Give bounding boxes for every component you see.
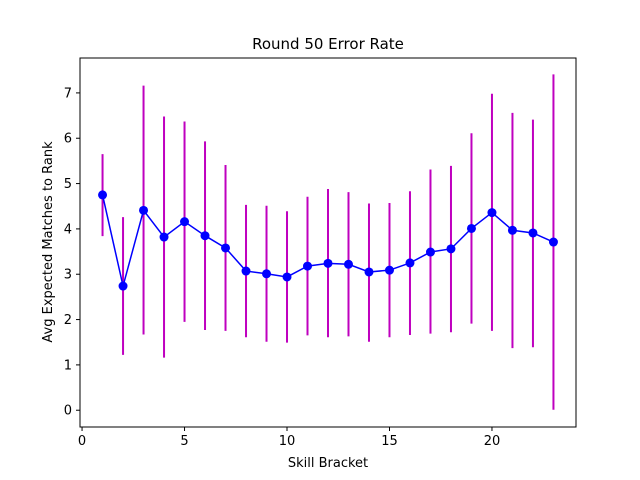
x-tick-label: 5 xyxy=(180,434,188,449)
x-axis-label: Skill Bracket xyxy=(288,456,368,471)
y-tick-label: 1 xyxy=(64,358,72,373)
plot-area xyxy=(79,57,577,428)
data-point xyxy=(303,261,313,271)
data-point xyxy=(343,259,353,269)
y-tick-label: 3 xyxy=(64,268,72,283)
data-point xyxy=(507,225,517,235)
x-axis: 0 5 10 15 20 xyxy=(78,427,500,449)
y-tick-label: 2 xyxy=(64,313,72,328)
data-point xyxy=(323,258,333,268)
data-point xyxy=(425,247,435,257)
y-tick-label: 5 xyxy=(64,177,72,192)
data-point xyxy=(200,231,210,241)
data-point xyxy=(384,265,394,275)
x-tick-label: 10 xyxy=(279,434,296,449)
data-point xyxy=(446,244,456,254)
data-point xyxy=(262,269,272,279)
axes-frame xyxy=(79,57,577,428)
x-tick-label: 0 xyxy=(78,434,86,449)
x-tick-label: 15 xyxy=(381,434,398,449)
y-tick-label: 7 xyxy=(64,86,72,101)
data-point xyxy=(159,232,169,242)
data-point xyxy=(364,267,374,277)
y-axis: 0 1 2 3 4 5 6 7 xyxy=(64,86,80,419)
data-point xyxy=(221,243,231,253)
data-point xyxy=(139,205,149,215)
data-point xyxy=(241,266,251,276)
data-point xyxy=(487,208,497,218)
y-axis-label: Avg Expected Matches to Rank xyxy=(41,141,56,343)
data-point xyxy=(282,272,292,282)
data-point xyxy=(528,228,538,238)
data-point xyxy=(118,281,128,291)
chart-title: Round 50 Error Rate xyxy=(252,35,404,53)
data-point xyxy=(466,223,476,233)
data-point xyxy=(180,217,190,227)
y-tick-label: 6 xyxy=(64,132,72,147)
y-tick-label: 4 xyxy=(64,222,72,237)
data-point xyxy=(98,190,108,200)
data-points xyxy=(98,190,558,291)
data-point xyxy=(548,237,558,247)
data-point xyxy=(405,258,415,268)
y-tick-label: 0 xyxy=(64,404,72,419)
x-tick-label: 20 xyxy=(484,434,501,449)
